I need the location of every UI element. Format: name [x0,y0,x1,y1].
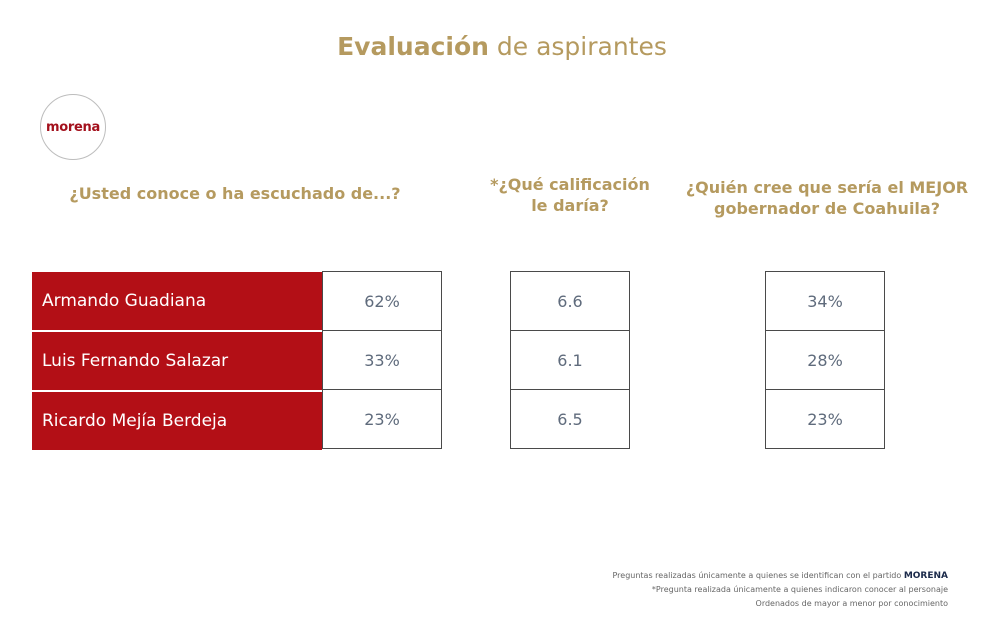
footnotes: Preguntas realizadas únicamente a quiene… [428,569,948,611]
footnote-line2: *Pregunta realizada únicamente a quienes… [651,585,948,594]
mejor-cell: 34% [765,271,885,331]
candidate-name: Luis Fernando Salazar [32,332,322,390]
conoce-cell: 33% [322,330,442,390]
logo-text: morena [46,119,100,135]
calificacion-cell: 6.5 [510,389,630,449]
mejor-cell: 28% [765,330,885,390]
conoce-cell: 23% [322,389,442,449]
question-conoce: ¿Usted conoce o ha escuchado de...? [69,184,401,203]
title-strong: Evaluación [337,32,489,61]
morena-logo: morena [40,94,106,160]
mejor-cell: 23% [765,389,885,449]
question-mejor-gobernador: ¿Quién cree que sería el MEJOR gobernado… [685,178,969,218]
calificacion-cell: 6.6 [510,271,630,331]
page-title: Evaluación de aspirantes [0,32,1004,61]
conoce-cell: 62% [322,271,442,331]
title-rest: de aspirantes [488,32,667,61]
footnote-party: MORENA [903,571,948,581]
footnote-line1-text: Preguntas realizadas únicamente a quiene… [612,571,904,580]
footnote-line1: Preguntas realizadas únicamente a quiene… [428,569,948,583]
candidate-name: Ricardo Mejía Berdeja [32,392,322,450]
footnote-line3: Ordenados de mayor a menor por conocimie… [755,599,948,608]
candidate-name: Armando Guadiana [32,272,322,330]
question-calificacion: *¿Qué calificación le daría? [490,175,650,215]
calificacion-cell: 6.1 [510,330,630,390]
